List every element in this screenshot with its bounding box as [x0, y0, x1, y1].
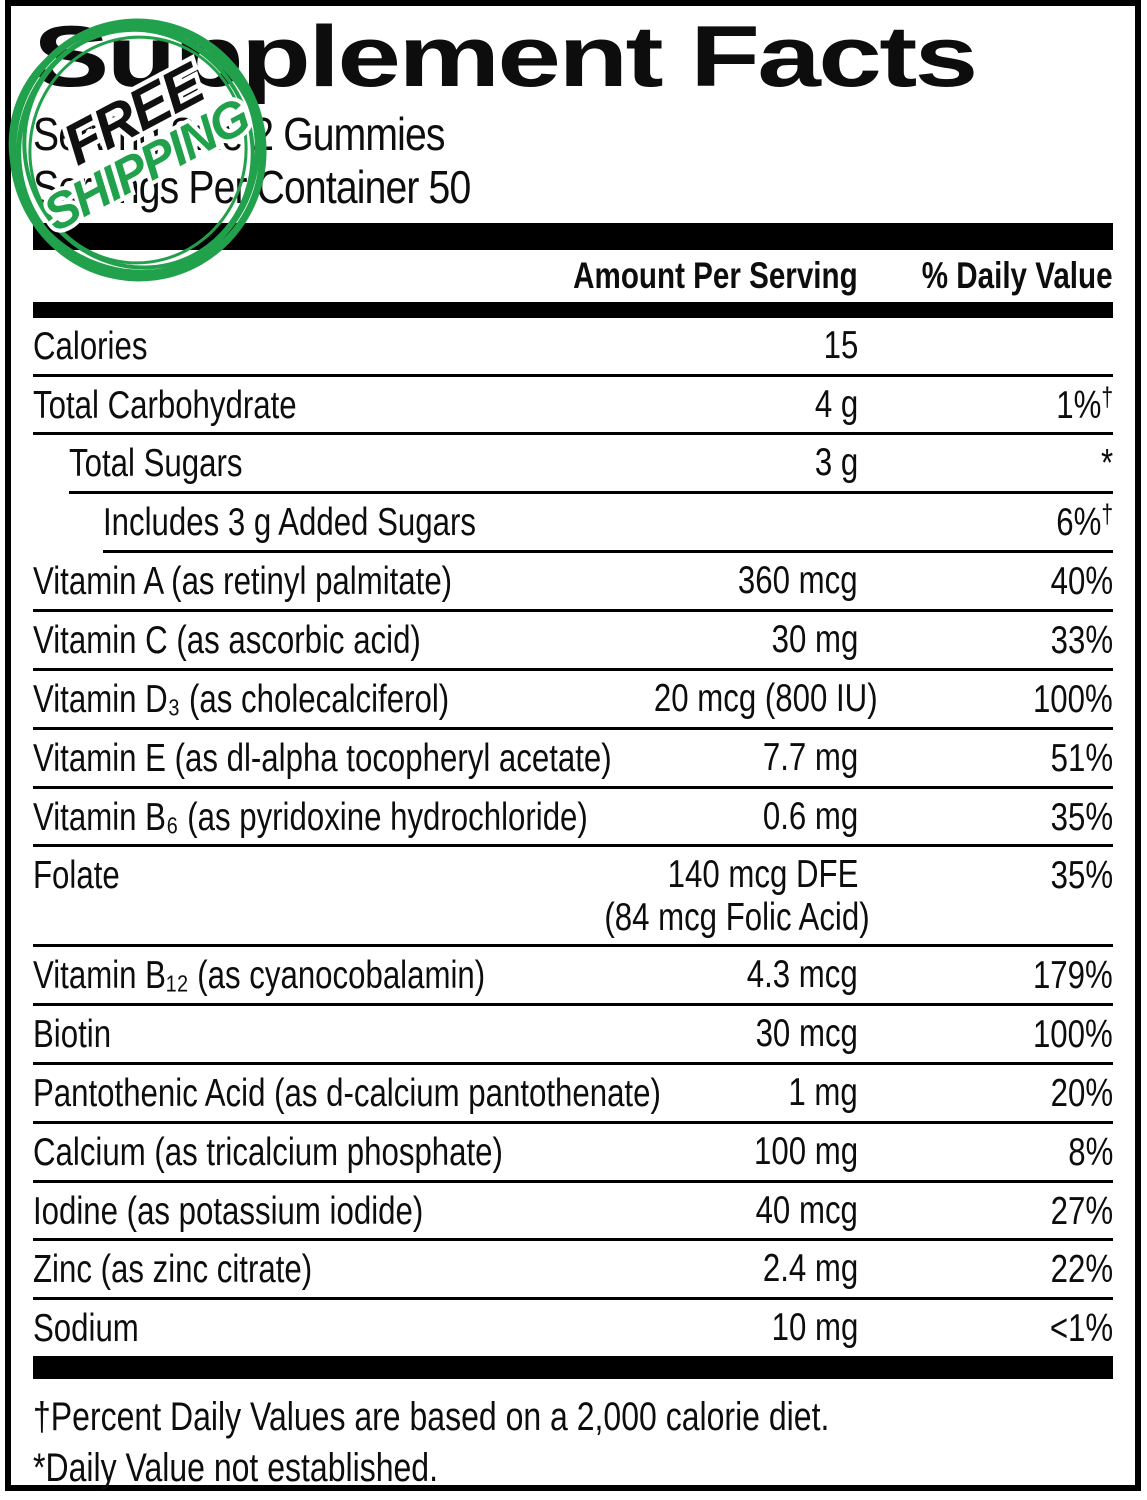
- nutrient-daily-value: 51%: [1050, 736, 1113, 780]
- nutrient-name: Zinc (as zinc citrate): [33, 1248, 313, 1292]
- nutrient-daily-value: 27%: [1050, 1189, 1113, 1233]
- medium-divider: [33, 301, 1113, 318]
- table-row: Iodine (as potassium iodide) 40 mcg 27%: [33, 1183, 1113, 1242]
- table-row: Biotin 30 mcg 100%: [33, 1006, 1113, 1065]
- nutrient-daily-value: 6%: [1056, 501, 1102, 545]
- nutrient-name: Vitamin E (as dl-alpha tocopheryl acetat…: [33, 736, 612, 780]
- serving-size-text: Serving Size 2 Gummies: [33, 108, 445, 160]
- nutrient-table: Calories 15 Total Carbohydrate 4 g 1%† Total …: [33, 318, 1113, 1356]
- nutrient-daily-value: 100%: [1033, 1013, 1113, 1056]
- stamp-circles-icon: [8, 18, 267, 282]
- table-row: Vitamin A (as retinyl palmitate) 360 mcg 4…: [33, 553, 1113, 612]
- nutrient-name: Total Sugars: [69, 442, 243, 486]
- nutrient-amount: 100 mg: [753, 1129, 858, 1173]
- serving-size-line: Serving Size 2 Gummies: [33, 108, 1113, 161]
- nutrient-name: Vitamin D₃ (as cholecalciferol): [33, 677, 450, 721]
- amount-per-serving-header: Amount Per Serving: [573, 254, 858, 296]
- nutrient-daily-value: 8%: [1067, 1130, 1113, 1174]
- nutrient-name: Total Carbohydrate: [33, 383, 297, 427]
- nutrient-amount: 3 g: [814, 441, 858, 485]
- nutrient-name: Folate: [33, 854, 120, 898]
- table-row: Vitamin B₆ (as pyridoxine hydrochloride)…: [33, 789, 1113, 848]
- table-row: Vitamin E (as dl-alpha tocopheryl acetat…: [33, 730, 1113, 789]
- daily-value-header: % Daily Value: [922, 254, 1113, 296]
- nutrient-daily-value: 33%: [1050, 619, 1113, 662]
- panel-title: Supplement Facts: [33, 9, 978, 105]
- footnote-percent-daily-values: †Percent Daily Values are based on a 2,0…: [33, 1395, 830, 1440]
- table-row: Folate 140 mcg DFE (84 mcg Folic Acid) 35%: [33, 847, 1113, 948]
- footnotes: †Percent Daily Values are based on a 2,0…: [33, 1379, 1113, 1494]
- nutrient-name: Vitamin B₆ (as pyridoxine hydrochloride): [33, 795, 588, 839]
- nutrient-daily-value: 100%: [1033, 677, 1113, 721]
- supplement-facts-panel: Supplement Facts Serving Size 2 Gummies …: [5, 0, 1141, 1491]
- thick-divider-bottom: [33, 1356, 1113, 1380]
- nutrient-daily-value: 22%: [1050, 1248, 1113, 1292]
- nutrient-amount: 10 mg: [771, 1306, 858, 1350]
- table-row: Vitamin B₁₂ (as cyanocobalamin) 4.3 mcg 17…: [33, 947, 1113, 1006]
- nutrient-name: Vitamin B₁₂ (as cyanocobalamin): [33, 954, 486, 998]
- nutrient-name: Vitamin A (as retinyl palmitate): [33, 560, 453, 604]
- nutrient-amount: 20 mcg (800 IU): [653, 676, 878, 720]
- nutrient-daily-value: 35%: [1050, 854, 1113, 898]
- nutrient-daily-value: *: [1100, 442, 1113, 486]
- nutrient-amount: 4 g: [814, 382, 858, 426]
- nutrient-amount-secondary: (84 mcg Folic Acid): [604, 896, 870, 940]
- dagger-footnote-marker: †: [1101, 499, 1113, 530]
- table-row: Calories 15: [33, 318, 1113, 377]
- nutrient-amount: 140 mcg DFE: [667, 853, 858, 897]
- table-row: Zinc (as zinc citrate) 2.4 mg 22%: [33, 1241, 1113, 1301]
- dagger-footnote-marker: †: [1101, 381, 1113, 412]
- nutrient-daily-value: 40%: [1050, 560, 1113, 604]
- table-row: Total Carbohydrate 4 g 1%†: [33, 377, 1113, 436]
- nutrient-amount: 30 mcg: [755, 1012, 858, 1055]
- nutrient-name: Pantothenic Acid (as d-calcium pantothen…: [33, 1071, 661, 1115]
- nutrient-amount: 2.4 mg: [762, 1247, 858, 1291]
- nutrient-amount: 40 mcg: [755, 1188, 858, 1232]
- table-header-row: Amount Per Serving % Daily Value: [33, 250, 1113, 302]
- nutrient-name: Calories: [33, 324, 148, 368]
- table-row: Vitamin D₃ (as cholecalciferol) 20 mcg (8…: [33, 671, 1113, 730]
- nutrient-daily-value: 179%: [1033, 954, 1113, 998]
- nutrient-name: Iodine (as potassium iodide): [33, 1189, 424, 1233]
- table-row: Vitamin C (as ascorbic acid) 30 mg 33%: [33, 612, 1113, 671]
- table-row: Total Sugars 3 g *: [69, 435, 1113, 495]
- table-row: Sodium 10 mg <1%: [33, 1300, 1113, 1356]
- nutrient-name: Vitamin C (as ascorbic acid): [33, 619, 421, 662]
- nutrient-daily-value: 35%: [1050, 795, 1113, 839]
- nutrient-name: Includes 3 g Added Sugars: [103, 501, 476, 545]
- nutrient-amount: 7.7 mg: [762, 735, 858, 779]
- free-shipping-stamp: FREE SHIPPING: [8, 18, 267, 282]
- nutrient-name: Biotin: [33, 1013, 112, 1056]
- nutrient-amount: 30 mg: [771, 618, 858, 661]
- table-row: Pantothenic Acid (as d-calcium pantothen…: [33, 1065, 1113, 1124]
- nutrient-name: Calcium (as tricalcium phosphate): [33, 1130, 503, 1174]
- nutrient-daily-value: 1%: [1056, 383, 1102, 427]
- nutrient-amount: 4.3 mcg: [747, 953, 858, 997]
- footnote-daily-value-not-established: *Daily Value not established.: [33, 1446, 438, 1491]
- nutrient-amount: 15: [823, 323, 858, 367]
- table-row: Calcium (as tricalcium phosphate) 100 mg 8…: [33, 1124, 1113, 1183]
- table-row: Includes 3 g Added Sugars 6%†: [103, 494, 1113, 554]
- nutrient-name: Sodium: [33, 1307, 139, 1351]
- nutrient-amount: 1 mg: [788, 1070, 858, 1114]
- nutrient-daily-value: 20%: [1050, 1071, 1113, 1115]
- nutrient-amount: 360 mcg: [738, 559, 858, 603]
- nutrient-daily-value: <1%: [1049, 1307, 1113, 1351]
- nutrient-amount: 0.6 mg: [762, 794, 858, 838]
